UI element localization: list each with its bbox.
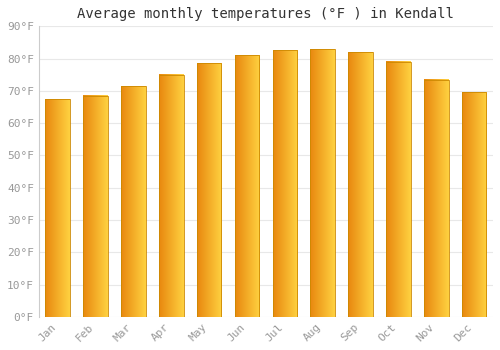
Bar [272, 50, 297, 317]
Bar [46, 99, 70, 317]
Title: Average monthly temperatures (°F ) in Kendall: Average monthly temperatures (°F ) in Ke… [78, 7, 454, 21]
Bar [234, 55, 260, 317]
Bar [310, 49, 335, 317]
Bar [462, 92, 486, 317]
Bar [197, 63, 222, 317]
Bar [121, 86, 146, 317]
Bar [84, 96, 108, 317]
Bar [386, 62, 410, 317]
Bar [348, 52, 373, 317]
Bar [424, 79, 448, 317]
Bar [159, 75, 184, 317]
